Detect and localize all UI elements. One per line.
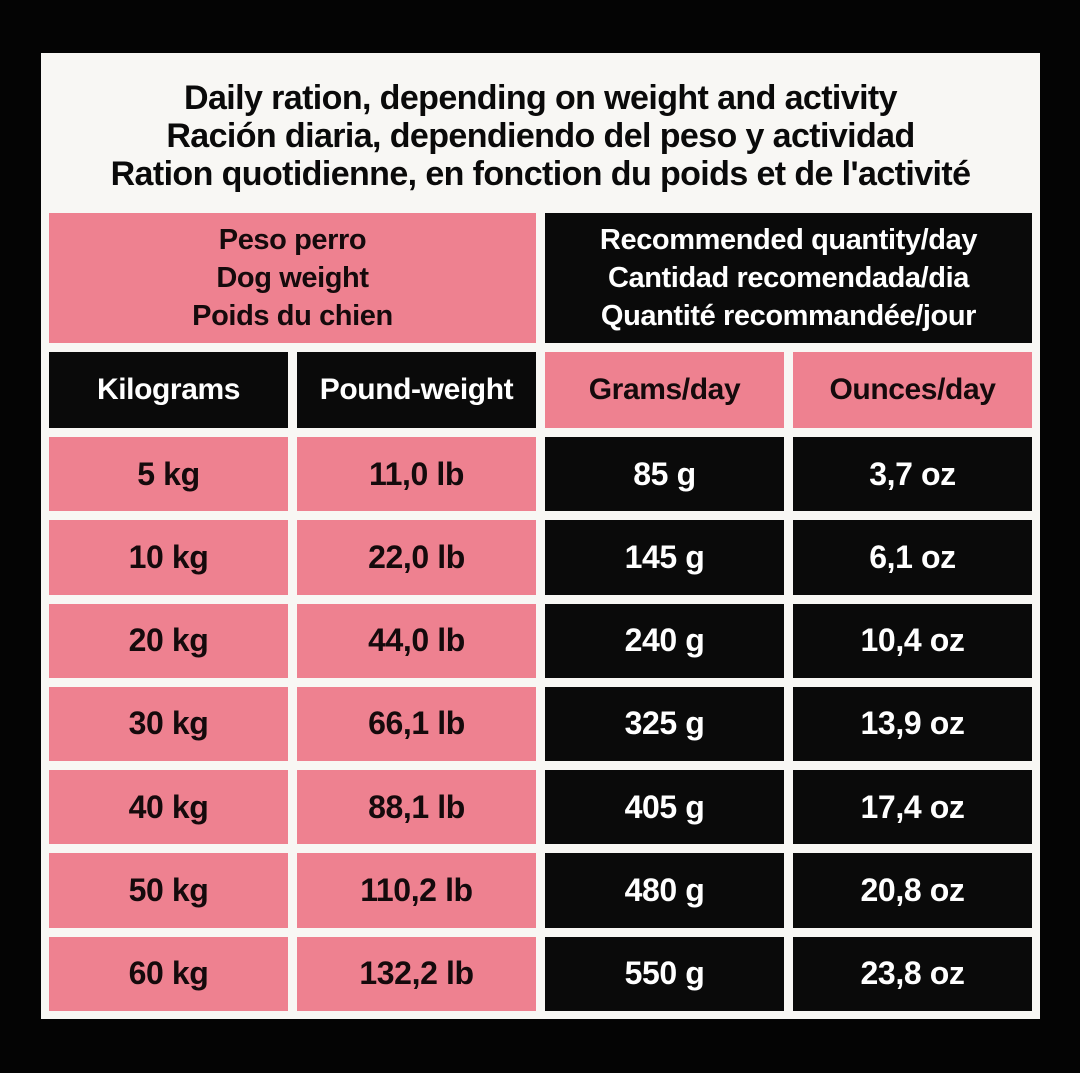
cell-lb: 66,1 lb xyxy=(297,686,536,762)
column-header-pound-weight: Pound-weight xyxy=(297,352,536,428)
cell-ounces: 20,8 oz xyxy=(793,853,1032,928)
cell-grams: 145 g xyxy=(545,520,784,595)
cell-kg: 50 kg xyxy=(49,853,288,928)
cell-grams: 550 g xyxy=(545,936,784,1011)
cell-grams: 85 g xyxy=(545,437,784,512)
cell-ounces: 10,4 oz xyxy=(793,603,1032,678)
title-line-es: Ración diaria, dependiendo del peso y ac… xyxy=(166,117,915,155)
cell-grams: 405 g xyxy=(545,770,784,845)
cell-lb: 88,1 lb xyxy=(297,770,536,845)
cell-kg: 60 kg xyxy=(49,936,288,1011)
cell-grams: 325 g xyxy=(545,686,784,762)
group-header-line: Dog weight xyxy=(216,262,369,294)
feeding-guide-panel: Daily ration, depending on weight and ac… xyxy=(41,53,1040,1019)
cell-kg: 30 kg xyxy=(49,686,288,762)
cell-kg: 40 kg xyxy=(49,770,288,845)
cell-ounces: 23,8 oz xyxy=(793,936,1032,1011)
cell-kg: 5 kg xyxy=(49,437,288,512)
page-title: Daily ration, depending on weight and ac… xyxy=(41,53,1040,213)
column-header-grams-day: Grams/day xyxy=(545,352,784,428)
cell-lb: 11,0 lb xyxy=(297,437,536,512)
cell-ounces: 13,9 oz xyxy=(793,686,1032,762)
cell-grams: 240 g xyxy=(545,603,784,678)
feeding-table: Peso perro Dog weight Poids du chien Rec… xyxy=(49,213,1032,1011)
cell-ounces: 6,1 oz xyxy=(793,520,1032,595)
cell-lb: 44,0 lb xyxy=(297,603,536,678)
column-header-kilograms: Kilograms xyxy=(49,352,288,428)
cell-kg: 10 kg xyxy=(49,520,288,595)
column-header-ounces-day: Ounces/day xyxy=(793,352,1032,428)
cell-lb: 132,2 lb xyxy=(297,936,536,1011)
cell-lb: 22,0 lb xyxy=(297,520,536,595)
group-header-line: Peso perro xyxy=(218,224,367,256)
group-header-line: Quantité recommandée/jour xyxy=(600,300,977,332)
cell-lb: 110,2 lb xyxy=(297,853,536,928)
group-header-recommended-quantity: Recommended quantity/day Cantidad recome… xyxy=(545,213,1032,343)
cell-ounces: 17,4 oz xyxy=(793,770,1032,845)
group-header-dog-weight: Peso perro Dog weight Poids du chien xyxy=(49,213,536,343)
cell-grams: 480 g xyxy=(545,853,784,928)
group-header-line: Poids du chien xyxy=(192,300,393,332)
title-line-en: Daily ration, depending on weight and ac… xyxy=(184,79,898,117)
group-header-line: Recommended quantity/day xyxy=(599,224,978,256)
title-line-fr: Ration quotidienne, en fonction du poids… xyxy=(110,155,971,193)
group-header-line: Cantidad recomendada/dia xyxy=(607,262,970,294)
cell-ounces: 3,7 oz xyxy=(793,437,1032,512)
cell-kg: 20 kg xyxy=(49,603,288,678)
